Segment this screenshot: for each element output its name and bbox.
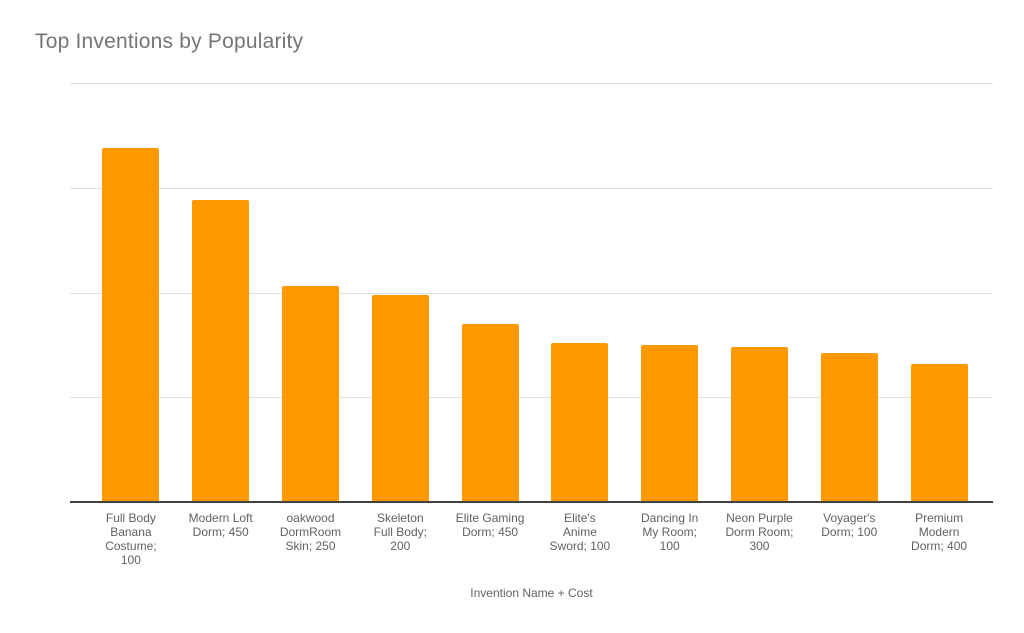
x-label-10: Premium Modern Dorm; 400 — [911, 511, 968, 553]
bar-4[interactable] — [371, 294, 429, 502]
x-label-4: Skeleton Full Body; 200 — [373, 511, 427, 553]
bar-6[interactable] — [551, 342, 609, 502]
bar-2[interactable] — [192, 200, 250, 502]
bar-5[interactable] — [461, 323, 519, 502]
gridline-50 — [70, 397, 993, 399]
gridline-100 — [70, 292, 993, 294]
x-axis-title: Invention Name + Cost — [470, 586, 593, 600]
x-label-3: oakwood DormRoom Skin; 250 — [279, 511, 342, 553]
chart-title: Top Inventions by Popularity — [35, 30, 304, 53]
bar-1[interactable] — [102, 147, 160, 502]
bar-slot-5 — [445, 83, 535, 502]
gridline-200 — [70, 83, 993, 84]
x-label-7: Dancing In My Room; 100 — [640, 511, 699, 553]
x-label-9: Voyager's Dorm; 100 — [821, 511, 878, 539]
bar-9[interactable] — [820, 353, 878, 502]
bar-slot-7 — [625, 83, 715, 502]
bar-slot-3 — [266, 83, 356, 502]
bar-slot-9 — [804, 83, 894, 502]
x-label-1: Full Body Banana Costume; 100 — [105, 511, 157, 567]
x-labels-row: Full Body Banana Costume; 100 Modern Loft Dor… — [86, 511, 984, 567]
gridlines — [70, 83, 993, 502]
bar-3[interactable] — [281, 286, 339, 502]
bar-slot-1 — [86, 83, 176, 502]
bar-10[interactable] — [910, 363, 968, 502]
x-label-8: Neon Purple Dorm Room; 300 — [725, 511, 794, 553]
bars-row — [86, 83, 984, 502]
bar-slot-8 — [715, 83, 805, 502]
bar-slot-10 — [894, 83, 984, 502]
bar-8[interactable] — [730, 347, 788, 502]
bar-slot-4 — [355, 83, 445, 502]
bar-slot-2 — [176, 83, 266, 502]
bar-slot-6 — [535, 83, 625, 502]
x-label-6: Elite's Anime Sword; 100 — [549, 511, 611, 553]
x-axis-line — [70, 501, 993, 503]
gridline-150 — [70, 187, 993, 189]
bar-7[interactable] — [641, 344, 699, 502]
x-label-2: Modern Loft Dorm; 450 — [188, 511, 253, 539]
x-label-5: Elite Gaming Dorm; 450 — [455, 511, 525, 539]
